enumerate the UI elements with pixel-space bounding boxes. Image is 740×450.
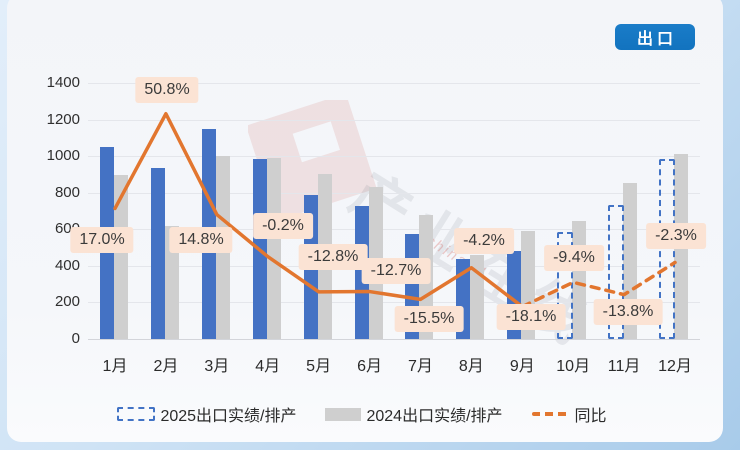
yoy-percentage-label: -12.8% [298,244,368,270]
legend-label: 2025出口实绩/排产 [160,408,297,425]
dashed-outline-swatch-icon [117,407,156,421]
legend-label: 同比 [574,408,607,425]
yoy-percentage-label: -9.4% [544,245,604,271]
x-axis-month-label: 9月 [509,358,535,375]
bar-2024-4月[interactable] [266,157,281,339]
x-axis-month-label: 3月 [204,358,230,375]
legend-item-1[interactable]: 2025出口实绩/排产 [117,402,296,426]
bar-2025-11月[interactable] [608,204,625,339]
x-axis-month-label: 10月 [556,358,591,375]
yoy-percentage-label: -0.2% [253,213,313,239]
export-tab-badge[interactable]: 出口 [615,24,695,50]
gridline [88,119,700,121]
yoy-percentage-label: -2.3% [646,223,706,249]
bar-2025-6月[interactable] [354,206,369,339]
yoy-percentage-label: 14.8% [169,227,233,253]
gridline [88,156,700,158]
x-axis-month-label: 2月 [153,358,179,375]
chart-legend: 2025出口实绩/排产 2024出口实绩/排产 同比 [0,401,724,427]
bar-2024-2月[interactable] [164,225,179,339]
yoy-percentage-label: -18.1% [496,304,566,330]
x-axis-month-label: 11月 [607,358,641,375]
x-axis-month-label: 12月 [658,358,692,375]
bar-2024-1月[interactable] [114,175,128,339]
yoy-percentage-label: -12.7% [361,258,431,284]
y-axis-tick-label: 1400 [46,74,80,91]
yoy-percentage-label: 17.0% [70,227,134,253]
bar-2025-10月[interactable] [557,232,574,339]
solid-gray-swatch-icon [325,407,362,421]
x-axis-month-label: 1月 [102,358,128,375]
gridline [88,229,700,231]
x-axis-month-label: 7月 [408,358,433,375]
x-axis-month-label: 4月 [255,358,281,375]
x-axis-month-label: 8月 [458,358,484,375]
legend-label: 2024出口实绩/排产 [366,408,503,425]
legend-item-2[interactable]: 2024出口实绩/排产 [325,402,503,426]
y-axis-tick-label: 800 [54,183,80,201]
legend-item-3[interactable]: 同比 [531,402,607,426]
bar-2025-2月[interactable] [150,168,165,339]
y-axis-tick-label: 0 [71,330,80,347]
y-axis-tick-label: 1200 [46,110,80,128]
yoy-percentage-label: -13.8% [593,299,663,325]
dashed-line-swatch-icon [531,412,570,416]
gridline [88,339,700,340]
gridline [88,302,700,304]
yoy-percentage-label: -15.5% [394,306,464,332]
x-axis-month-label: 6月 [357,358,382,375]
y-axis-tick-label: 400 [54,256,80,274]
y-axis-tick-label: 1000 [46,147,80,165]
gridline [88,192,700,194]
yoy-percentage-label: -4.2% [454,228,514,254]
yoy-percentage-label: 50.8% [135,77,199,103]
y-axis-tick-label: 200 [54,293,80,311]
gridline [88,83,700,84]
x-axis-month-label: 5月 [306,358,332,375]
